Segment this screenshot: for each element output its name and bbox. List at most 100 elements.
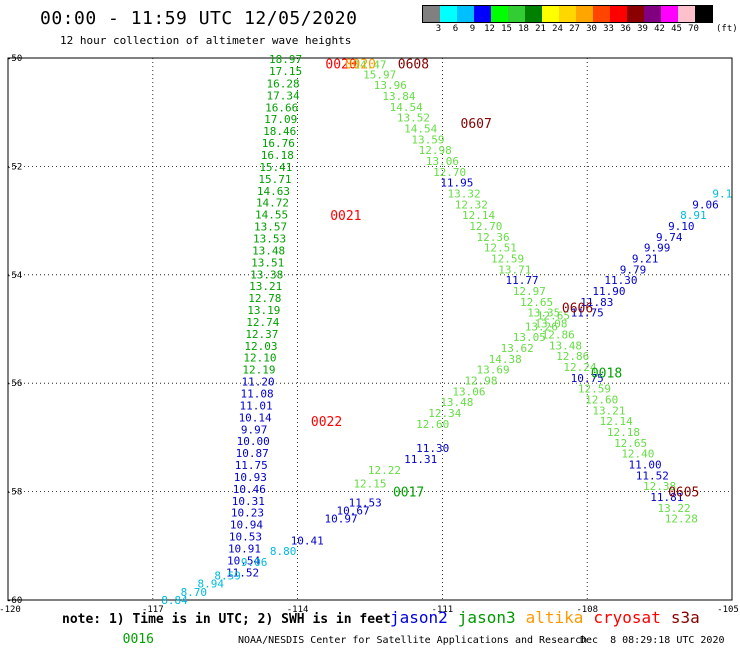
wave-height-label: 12.70 (469, 220, 502, 233)
legend-item-cryosat: cryosat (593, 608, 661, 627)
color-scale-label: 6 (452, 24, 459, 34)
wave-height-label: 12.97 (513, 285, 546, 298)
wave-height-label: 10.97 (324, 513, 357, 526)
color-scale-label: 18 (518, 24, 529, 34)
wave-height-label: 12.65 (537, 309, 570, 322)
color-scale-label: 45 (671, 24, 682, 34)
wave-height-label: 15.71 (258, 173, 291, 186)
time-label: 0607 (461, 117, 492, 132)
wave-height-label: 14.47 (353, 59, 386, 72)
y-tick-label: -54 (6, 271, 22, 281)
wave-height-label: 13.62 (501, 342, 534, 355)
wave-height-label: 16.28 (267, 77, 300, 90)
color-scale-swatch (474, 6, 491, 22)
wave-height-label: 13.19 (247, 304, 280, 317)
wave-height-label: 12.65 (520, 296, 553, 309)
y-tick-label: -60 (6, 596, 22, 606)
wave-height-label: 12.98 (464, 374, 497, 387)
wave-height-label: 13.48 (440, 396, 473, 409)
wave-height-label: 12.14 (462, 209, 495, 222)
color-scale-label: 70 (688, 24, 699, 34)
color-scale-swatch (644, 6, 661, 22)
wave-height-label: 10.31 (232, 495, 265, 508)
wave-height-label: 13.21 (249, 280, 282, 293)
wave-height-label: 16.76 (262, 137, 295, 150)
wave-height-label: 12.15 (353, 477, 386, 490)
wave-height-label: 12.86 (542, 328, 575, 341)
wave-height-label: 13.48 (252, 244, 285, 257)
wave-height-label: 12.59 (491, 253, 524, 266)
wave-height-label: 10.54 (227, 554, 260, 567)
map-note: note: 1) Time is in UTC; 2) SWH is in fe… (62, 612, 391, 627)
wave-height-label: 17.34 (267, 89, 300, 102)
legend-item-jason3: jason3 (457, 608, 516, 627)
color-scale-swatch (457, 6, 474, 22)
wave-height-label: 14.63 (257, 185, 290, 198)
wave-height-label: 12.65 (614, 437, 647, 450)
time-label: 0021 (330, 209, 361, 224)
color-scale-labels: 3 6 9 12 15 18 21 24 27 30 33 36 39 42 45 70 (422, 24, 702, 36)
wave-height-label: 8.70 (181, 586, 208, 599)
wave-height-label: 12.40 (621, 448, 654, 461)
wave-height-label: 11.53 (349, 496, 382, 509)
wave-height-label: 12.37 (245, 328, 278, 341)
wave-height-label: 9.97 (241, 423, 268, 436)
legend-item-jason2: jason2 (390, 608, 448, 627)
color-scale-swatch (559, 6, 576, 22)
color-scale-label: 36 (620, 24, 631, 34)
wave-height-label: 13.53 (253, 232, 286, 245)
time-label: 0016 (123, 632, 154, 647)
x-tick-label: -120 (0, 605, 21, 615)
time-label: 0606 (562, 301, 593, 316)
color-scale-unit: (ft) (716, 24, 738, 34)
wave-height-label: 12.60 (585, 393, 618, 406)
wave-height-label: 9.06 (241, 556, 268, 569)
wave-height-label: 11.08 (240, 387, 273, 400)
time-label: 0608 (398, 57, 429, 72)
wave-height-label: 12.24 (563, 361, 596, 374)
wave-height-label: 10.87 (236, 447, 269, 460)
wave-height-label: 13.71 (498, 263, 531, 276)
wave-height-label: 15.41 (259, 161, 292, 174)
wave-height-label: 10.00 (237, 435, 270, 448)
color-scale-label: 27 (569, 24, 580, 34)
wave-height-label: 12.18 (607, 426, 640, 439)
color-scale-swatch (525, 6, 542, 22)
color-scale-label: 15 (501, 24, 512, 34)
wave-height-label: 17.15 (269, 65, 302, 78)
wave-height-label: 10.53 (229, 531, 262, 544)
wave-height-label: 10.94 (230, 519, 263, 532)
wave-height-label: 11.52 (636, 469, 669, 482)
x-tick-label: -114 (287, 605, 309, 615)
wave-height-label: 11.30 (416, 442, 449, 455)
wave-height-label: 16.18 (261, 149, 294, 162)
wave-height-label: 9.74 (656, 231, 683, 244)
wave-height-label: 9.1 (712, 188, 732, 201)
wave-height-label: 13.96 (374, 79, 407, 92)
wave-height-label: 8.59 (214, 570, 241, 583)
color-scale-swatch (491, 6, 508, 22)
wave-height-label: 12.28 (665, 513, 698, 526)
wave-height-label: 10.67 (337, 505, 370, 518)
color-scale-label: 24 (552, 24, 563, 34)
wave-height-label: 12.22 (368, 464, 401, 477)
wave-height-label: 10.41 (291, 534, 324, 547)
wave-height-label: 13.06 (452, 385, 485, 398)
wave-height-label: 18.97 (269, 53, 302, 66)
y-tick-label: -52 (6, 162, 22, 172)
wave-height-label: 14.54 (404, 122, 437, 135)
wave-height-label: 11.30 (604, 274, 637, 287)
map-subtitle: 12 hour collection of altimeter wave hei… (60, 34, 352, 47)
wave-height-label: 12.70 (433, 166, 466, 179)
wave-height-label: 12.60 (416, 418, 449, 431)
wave-height-label: 12.59 (578, 383, 611, 396)
wave-height-label: 17.09 (264, 113, 297, 126)
time-label: 0017 (393, 486, 424, 501)
wave-height-label: 10.14 (239, 411, 272, 424)
map-title: 00:00 - 11:59 UTC 12/05/2020 (40, 8, 358, 29)
wave-height-label: 13.06 (426, 155, 459, 168)
footer-timestamp: Dec 8 08:29:18 UTC 2020 (580, 635, 725, 646)
wave-height-label: 12.51 (484, 242, 517, 255)
